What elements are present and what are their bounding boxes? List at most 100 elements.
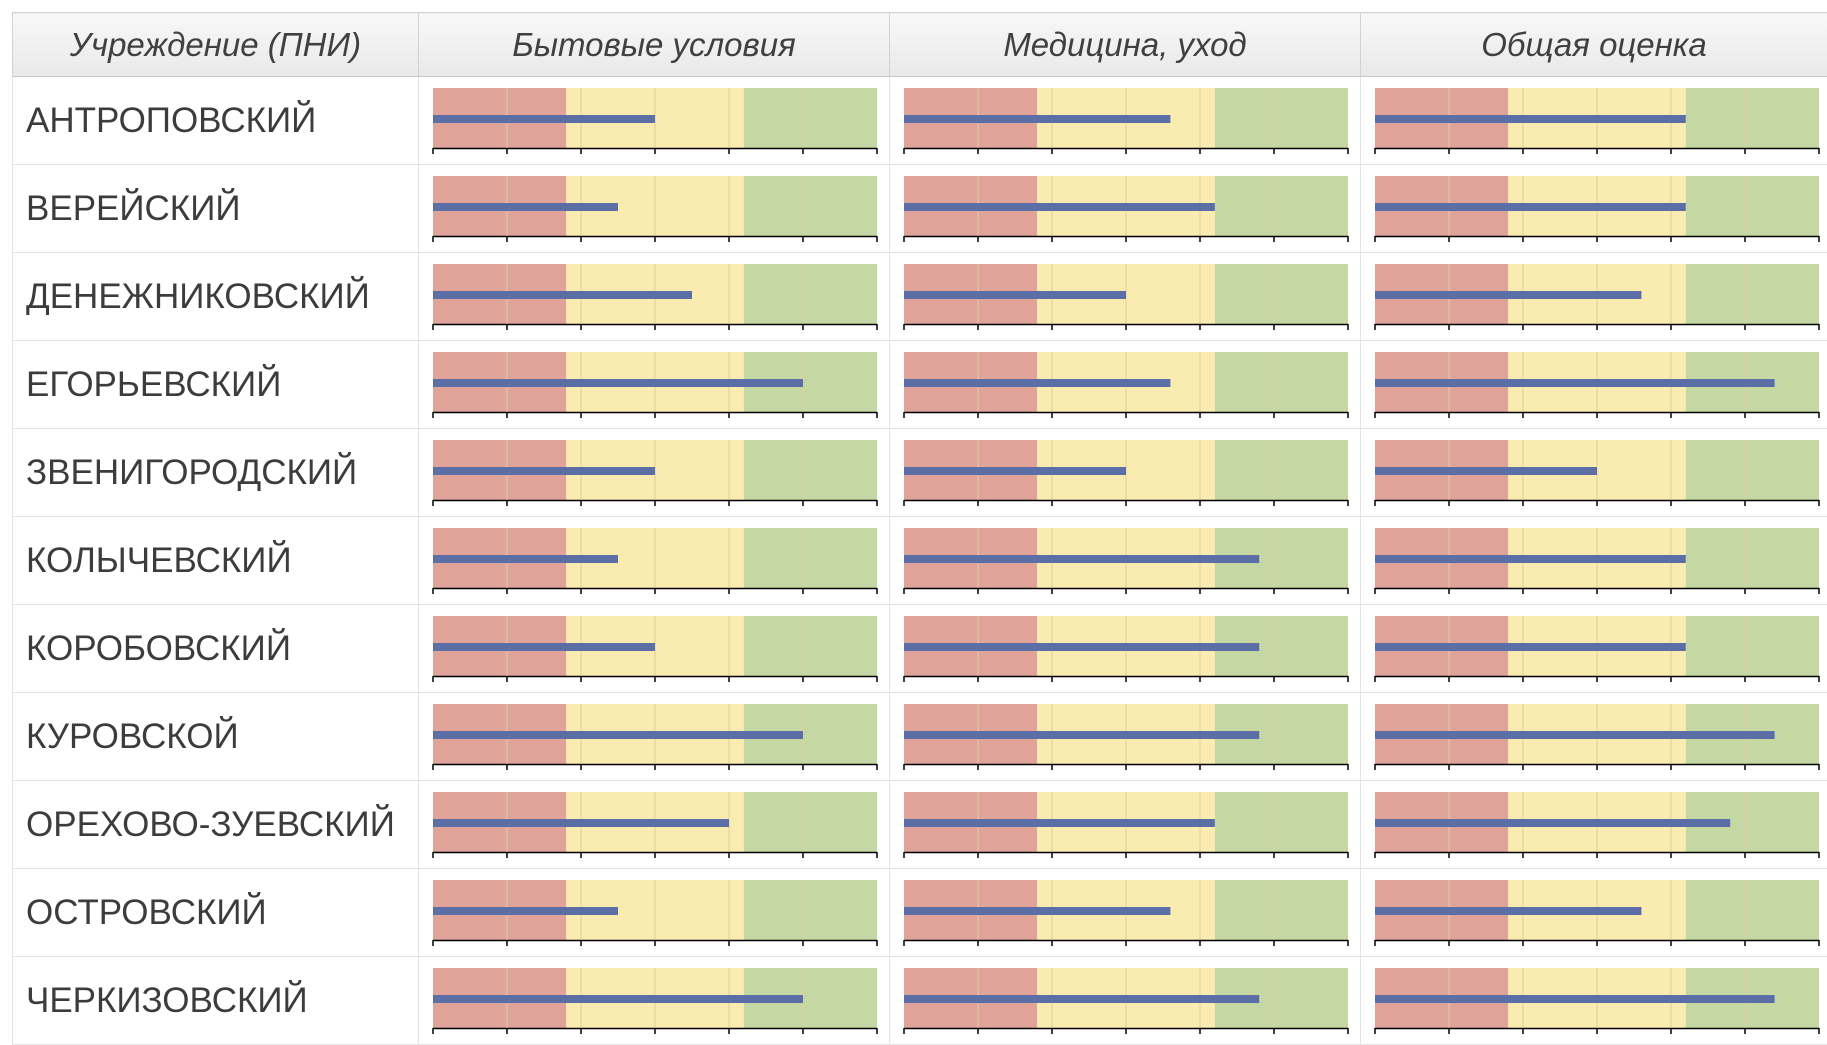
bullet-cell-overall (1361, 781, 1827, 869)
bullet-cell-overall (1361, 517, 1827, 605)
bullet-plot (904, 880, 1348, 946)
measure-bar (1375, 907, 1641, 915)
bullet-cell-living (419, 77, 890, 165)
bullet-cell-overall (1361, 165, 1827, 253)
range-band-good (744, 880, 877, 940)
bullet-plot (1375, 176, 1819, 242)
bullet-chart (1374, 880, 1820, 946)
bullet-cell-living (419, 957, 890, 1045)
range-band-good (744, 792, 877, 852)
measure-bar (1375, 379, 1775, 387)
bullet-plot (1375, 968, 1819, 1034)
bullet-chart (1374, 88, 1820, 154)
bullet-cell-medicine (890, 693, 1361, 781)
range-band-good (744, 176, 877, 236)
measure-bar (1375, 555, 1686, 563)
bullet-chart (903, 880, 1349, 946)
bullet-cell-overall (1361, 869, 1827, 957)
measure-bar (904, 379, 1170, 387)
range-band-good (744, 440, 877, 500)
bullet-plot (1375, 528, 1819, 594)
institution-name: ДЕНЕЖНИКОВСКИЙ (13, 253, 419, 341)
table-row: АНТРОПОВСКИЙ (13, 77, 1827, 165)
measure-bar (1375, 291, 1641, 299)
range-band-good (1686, 440, 1819, 500)
bullet-plot (1375, 88, 1819, 154)
bullet-chart (903, 88, 1349, 154)
measure-bar (1375, 467, 1597, 475)
range-band-good (1215, 792, 1348, 852)
bullet-chart (1374, 968, 1820, 1034)
bullet-plot (904, 528, 1348, 594)
bullet-plot (904, 616, 1348, 682)
range-band-good (1215, 440, 1348, 500)
institution-name: ОСТРОВСКИЙ (13, 869, 419, 957)
measure-bar (433, 731, 803, 739)
bullet-plot (433, 528, 877, 594)
bullet-chart (432, 440, 878, 506)
bullet-plot (1375, 440, 1819, 506)
institution-name: АНТРОПОВСКИЙ (13, 77, 419, 165)
bullet-plot (433, 440, 877, 506)
bullet-chart (903, 616, 1349, 682)
bullet-plot (433, 88, 877, 154)
range-band-good (1686, 176, 1819, 236)
bullet-plot (904, 968, 1348, 1034)
table-row: ЧЕРКИЗОВСКИЙ (13, 957, 1827, 1045)
range-band-good (1686, 880, 1819, 940)
bullet-chart (1374, 616, 1820, 682)
measure-bar (1375, 995, 1775, 1003)
bullet-chart (1374, 176, 1820, 242)
measure-bar (904, 555, 1259, 563)
range-band-good (1215, 264, 1348, 324)
bullet-chart (1374, 528, 1820, 594)
bullet-cell-medicine (890, 781, 1361, 869)
bullet-chart-table: Учреждение (ПНИ) Бытовые условия Медицин… (12, 12, 1827, 1045)
bullet-chart (903, 264, 1349, 330)
measure-bar (904, 643, 1259, 651)
bullet-cell-medicine (890, 165, 1361, 253)
institution-name: КОЛЫЧЕВСКИЙ (13, 517, 419, 605)
bullet-chart (903, 440, 1349, 506)
institution-name: ЕГОРЬЕВСКИЙ (13, 341, 419, 429)
column-header-medicine-care: Медицина, уход (890, 13, 1361, 77)
bullet-plot (1375, 352, 1819, 418)
bullet-plot (904, 88, 1348, 154)
bullet-chart (432, 704, 878, 770)
measure-bar (904, 819, 1215, 827)
column-header-overall-score: Общая оценка (1361, 13, 1827, 77)
measure-bar (1375, 643, 1686, 651)
institution-name: КОРОБОВСКИЙ (13, 605, 419, 693)
bullet-cell-overall (1361, 605, 1827, 693)
table-row: ОСТРОВСКИЙ (13, 869, 1827, 957)
bullet-plot (1375, 880, 1819, 946)
measure-bar (904, 203, 1215, 211)
column-header-institution: Учреждение (ПНИ) (13, 13, 419, 77)
measure-bar (1375, 731, 1775, 739)
bullet-chart (432, 616, 878, 682)
bullet-cell-medicine (890, 429, 1361, 517)
bullet-chart (1374, 264, 1820, 330)
measure-bar (433, 115, 655, 123)
range-band-good (1686, 528, 1819, 588)
bullet-plot (433, 880, 877, 946)
table-row: ОРЕХОВО-ЗУЕВСКИЙ (13, 781, 1827, 869)
measure-bar (433, 907, 618, 915)
bullet-cell-living (419, 429, 890, 517)
measure-bar (904, 467, 1126, 475)
bullet-cell-overall (1361, 341, 1827, 429)
table-row: КУРОВСКОЙ (13, 693, 1827, 781)
measure-bar (904, 291, 1126, 299)
bullet-chart (432, 880, 878, 946)
bullet-plot (904, 352, 1348, 418)
table-row: ЗВЕНИГОРОДСКИЙ (13, 429, 1827, 517)
bullet-cell-living (419, 605, 890, 693)
bullet-cell-living (419, 781, 890, 869)
table-row: КОРОБОВСКИЙ (13, 605, 1827, 693)
institution-name: ЗВЕНИГОРОДСКИЙ (13, 429, 419, 517)
bullet-plot (904, 176, 1348, 242)
bullet-plot (433, 616, 877, 682)
bullet-cell-living (419, 341, 890, 429)
measure-bar (904, 907, 1170, 915)
